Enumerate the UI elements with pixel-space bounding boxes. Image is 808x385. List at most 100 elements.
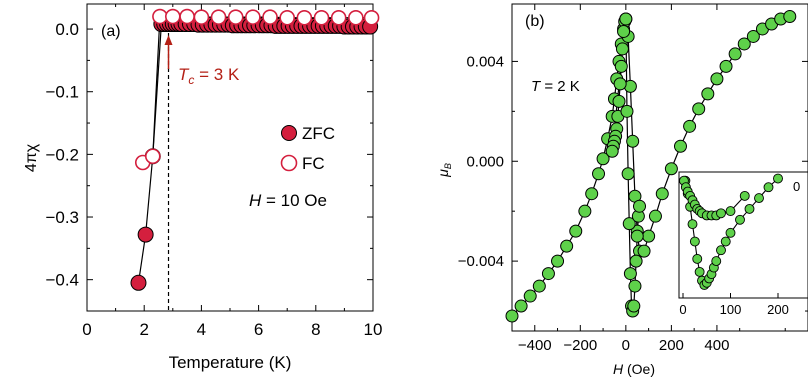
y-tick-label: −0.2 [45,145,79,164]
mu-point [596,152,610,166]
field-annotation: H = 10 Oe [249,191,327,210]
x-tick-label: 0 [622,337,630,354]
inset-point [689,236,700,247]
mu-point [614,59,628,73]
mu-point [623,267,637,281]
inset-point [694,266,705,277]
panel-a-x-ticks: 0 2 4 6 8 10 [82,4,382,339]
panel-b-x-ticks: −400 −200 0 200 400 [511,4,786,354]
mu-point [637,244,651,258]
inset-point [754,193,764,204]
inset-point [687,219,698,230]
mu-point [551,254,565,268]
fc-point [179,8,195,25]
panel-a-marks [130,8,380,291]
x-tick-label: 6 [254,320,263,339]
inset-point [716,245,726,256]
mu-point [633,199,647,213]
x-tick-label: 2 [139,320,148,339]
mu-point [585,187,599,201]
x-tick-label: 10 [364,320,383,339]
panel-a-legend: ZFC FC [280,124,335,173]
inset-y-tick-label: 0 [793,179,800,194]
panel-b-marks [505,9,797,323]
inset-point [725,206,736,217]
inset-marks [679,173,783,290]
x-tick-label: 4 [197,320,206,339]
fc-point [313,9,330,26]
series-line-fc [142,15,372,164]
inset-x-ticks: 0 100 200 [679,293,789,317]
fc-point [210,9,227,25]
panel-b: −400 −200 0 200 400 0.004 0.000 −0.004 (b) T =… [435,3,808,377]
mu-point [523,289,537,303]
panel-a-xlabel: Temperature (K) [169,353,292,372]
panel-a-y-ticks: 0.0 −0.1 −0.2 −0.3 −0.4 [45,20,373,312]
inset-point [716,208,726,219]
mu-point [642,229,656,243]
inset-point [763,182,774,193]
inset-x-tick-label: 200 [767,302,789,317]
inset-plot: 0 100 200 0 [678,171,808,317]
panel-a: 0 2 4 6 8 10 0.0 −0.1 −0.2 −0.3 −0.4 (a) Temperat… [23,3,382,372]
mu-point [613,77,627,91]
mu-point [655,187,669,201]
fc-point [193,9,210,25]
mu-point [683,119,697,133]
y-tick-label: −0.1 [45,83,79,102]
zfc-point [130,274,147,291]
mu-point [701,87,715,101]
panel-a-lines [137,15,372,283]
x-tick-label: 400 [704,337,729,354]
mu-point [746,29,760,43]
panel-b-xlabel: H (Oe) [613,361,655,377]
legend-fc-marker [280,154,298,172]
x-tick-label: 200 [659,337,684,354]
inset-point [773,173,783,184]
y-tick-label: 0.0 [55,20,79,39]
fc-point [279,9,296,26]
fc-point [245,9,261,25]
y-tick-label: 0.000 [466,153,504,170]
mu-point [630,229,644,243]
mu-point [728,47,742,61]
mu-point [560,239,574,253]
fc-point [152,8,168,25]
y-tick-label: −0.004 [458,253,504,270]
legend-zfc-label: ZFC [302,124,335,143]
mu-point [620,104,634,118]
mu-point [627,299,641,313]
y-tick-label: −0.4 [45,271,79,290]
panel-b-frame [511,3,808,332]
tc-annotation: Tc = 3 K [178,65,240,87]
mu-point [619,12,633,26]
legend-zfc-marker [281,125,297,141]
fc-point [296,9,313,26]
inset-point [735,214,745,225]
mu-point [514,299,528,313]
inset-point [744,203,755,214]
x-tick-label: 8 [311,320,320,339]
panel-a-frame [86,3,374,312]
inset-x-tick-label: 0 [679,302,686,317]
inset-frame [678,171,808,299]
mu-point [592,167,606,181]
mu-point [605,144,619,158]
mu-point [664,162,678,176]
fc-point [262,9,278,25]
panel-b-ylabel: μB [435,163,453,178]
mu-point [622,217,636,231]
fc-point [144,148,161,165]
mu-point [532,279,546,293]
inset-point [711,256,722,267]
y-tick-label: 0.004 [466,53,504,70]
mu-point [615,42,629,56]
panel-b-y-ticks: 0.004 0.000 −0.004 [458,53,808,312]
inset-point [720,236,731,247]
inset-point [739,190,750,201]
inset-point [725,227,736,238]
mu-point [629,254,643,268]
temp-annotation: T = 2 K [531,78,580,95]
fc-point [227,9,244,25]
